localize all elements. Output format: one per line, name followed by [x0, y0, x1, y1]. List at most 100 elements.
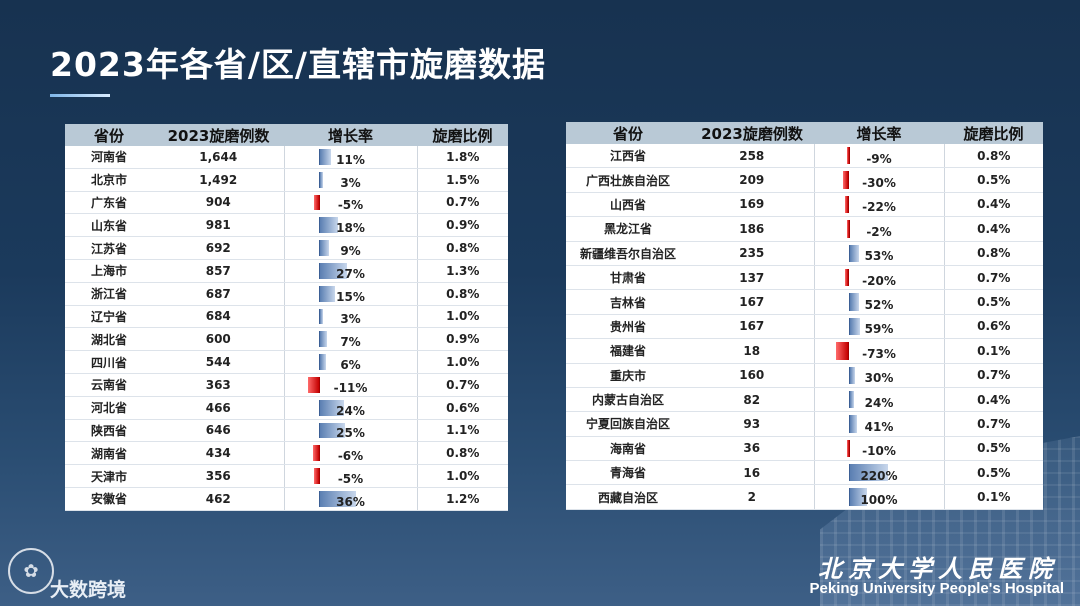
growth-label: -5%: [337, 472, 364, 487]
growth-bar-negative: [313, 468, 320, 484]
table-row: 河北省 466 24% 0.6%: [65, 396, 508, 420]
growth-label: 6%: [340, 358, 361, 373]
growth-label: -73%: [862, 346, 896, 361]
table-row: 广东省 904 -5% 0.7%: [65, 191, 508, 215]
cell-growth: 3%: [283, 168, 418, 192]
cell-growth: 24%: [813, 387, 945, 413]
cell-ratio: 1.2%: [417, 487, 508, 511]
cell-ratio: 0.6%: [944, 314, 1043, 340]
cell-province: 北京市: [65, 168, 153, 192]
cell-ratio: 0.7%: [944, 265, 1043, 291]
cell-cases: 904: [153, 191, 284, 215]
table-row: 湖南省 434 -6% 0.8%: [65, 441, 508, 466]
table-row: 天津市 356 -5% 1.0%: [65, 464, 508, 488]
cell-province: 湖北省: [65, 327, 153, 352]
cell-ratio: 1.1%: [417, 419, 508, 443]
table-row: 广西壮族自治区 209 -30% 0.5%: [566, 167, 1043, 193]
table-row: 西藏自治区 2 100% 0.1%: [566, 484, 1043, 510]
cell-cases: 2: [690, 484, 814, 510]
growth-bar-positive: [318, 149, 331, 165]
cell-province: 重庆市: [566, 363, 690, 388]
cell-province: 广西壮族自治区: [566, 167, 690, 193]
growth-label: 15%: [336, 289, 365, 304]
cell-province: 云南省: [65, 373, 153, 397]
header-ratio: 旋磨比例: [944, 122, 1043, 144]
table-row: 贵州省 167 59% 0.6%: [566, 314, 1043, 340]
growth-bar-negative: [845, 268, 850, 287]
cell-cases: 36: [690, 436, 814, 462]
cell-cases: 544: [153, 350, 284, 374]
cell-province: 吉林省: [566, 289, 690, 315]
growth-label: 24%: [864, 395, 894, 410]
growth-bar-positive: [318, 422, 345, 439]
growth-label: -20%: [862, 273, 896, 288]
cell-cases: 16: [690, 460, 814, 486]
growth-bar-positive: [318, 285, 335, 302]
cell-growth: 18%: [283, 213, 418, 238]
growth-label: -30%: [862, 176, 896, 191]
cell-growth: -30%: [813, 167, 945, 193]
cell-cases: 857: [153, 259, 284, 283]
growth-label: -6%: [337, 449, 364, 464]
table-row: 浙江省 687 15% 0.8%: [65, 282, 508, 306]
cell-ratio: 1.0%: [417, 305, 508, 329]
cell-ratio: 0.6%: [417, 396, 508, 420]
cell-ratio: 0.9%: [417, 213, 508, 238]
cell-ratio: 1.5%: [417, 168, 508, 192]
cell-province: 湖南省: [65, 441, 153, 466]
growth-label: 9%: [340, 244, 361, 259]
growth-bar-positive: [848, 488, 867, 506]
table-row: 辽宁省 684 3% 1.0%: [65, 305, 508, 329]
growth-bar-positive: [318, 354, 326, 370]
growth-bar-negative: [312, 445, 320, 462]
growth-label: 30%: [864, 371, 894, 386]
table-row: 重庆市 160 30% 0.7%: [566, 363, 1043, 388]
cell-cases: 646: [153, 419, 284, 443]
table-row: 北京市 1,492 3% 1.5%: [65, 168, 508, 192]
table-row: 福建省 18 -73% 0.1%: [566, 338, 1043, 364]
cell-province: 山西省: [566, 192, 690, 218]
cell-ratio: 0.7%: [944, 363, 1043, 388]
growth-bar-positive: [848, 464, 888, 482]
table-row: 新疆维吾尔自治区 235 53% 0.8%: [566, 241, 1043, 266]
cell-cases: 137: [690, 265, 814, 291]
cell-cases: 167: [690, 314, 814, 340]
growth-label: 18%: [336, 221, 365, 236]
cell-ratio: 0.4%: [944, 192, 1043, 218]
cell-cases: 18: [690, 338, 814, 364]
cell-growth: 6%: [283, 350, 418, 374]
growth-bar-negative: [846, 147, 850, 165]
table-row: 山东省 981 18% 0.9%: [65, 213, 508, 238]
cell-province: 河北省: [65, 396, 153, 420]
cell-cases: 235: [690, 241, 814, 266]
growth-label: -9%: [866, 151, 892, 166]
cell-province: 安徽省: [65, 487, 153, 511]
cell-ratio: 0.1%: [944, 484, 1043, 510]
cell-growth: -20%: [813, 265, 945, 291]
cell-ratio: 0.5%: [944, 167, 1043, 193]
cell-growth: 41%: [813, 411, 945, 437]
cell-cases: 462: [153, 487, 284, 511]
cell-province: 河南省: [65, 146, 153, 169]
growth-bar-negative: [843, 171, 850, 189]
slide-title: 2023年各省/区/直辖市旋磨数据: [50, 45, 546, 84]
growth-bar-positive: [318, 399, 344, 416]
growth-label: 53%: [864, 249, 894, 264]
cell-growth: 59%: [813, 314, 945, 340]
cell-growth: 11%: [283, 146, 418, 169]
cell-province: 上海市: [65, 259, 153, 283]
cell-cases: 209: [690, 167, 814, 193]
cell-ratio: 1.0%: [417, 464, 508, 488]
cell-growth: -22%: [813, 192, 945, 218]
header-province: 省份: [566, 122, 690, 144]
cell-growth: 36%: [283, 487, 418, 511]
cell-growth: 220%: [813, 460, 945, 486]
cell-ratio: 0.1%: [944, 338, 1043, 364]
province-table-right: 省份 2023旋磨例数 增长率 旋磨比例 江西省 258 -9% 0.8% 广西壮族自治…: [566, 122, 1043, 510]
cell-province: 广东省: [65, 191, 153, 215]
cell-ratio: 0.8%: [417, 236, 508, 260]
growth-bar-positive: [318, 240, 329, 256]
cell-ratio: 0.7%: [944, 411, 1043, 437]
cell-cases: 82: [690, 387, 814, 413]
growth-bar-negative: [844, 195, 850, 214]
